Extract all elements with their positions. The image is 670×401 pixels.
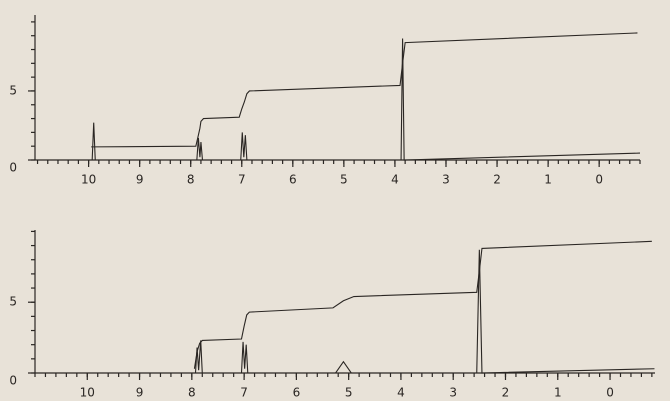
x-tick-label: 6 — [289, 173, 297, 187]
x-tick-label: 9 — [136, 173, 144, 187]
x-tick-label: 1 — [544, 173, 552, 187]
x-tick-label: 1 — [554, 386, 562, 400]
x-tick-label: 8 — [188, 386, 196, 400]
x-tick-label: 10 — [80, 386, 95, 400]
x-tick-label: 5 — [340, 173, 348, 187]
x-tick-label: 8 — [187, 173, 195, 187]
x-tick-label: 2 — [493, 173, 501, 187]
x-tick-label: 9 — [136, 386, 144, 400]
spectrum-line — [193, 240, 652, 369]
x-tick-label: 3 — [449, 386, 457, 400]
x-tick-label: 6 — [293, 386, 301, 400]
x-tick-label: 0 — [606, 386, 614, 400]
spectrum-line — [35, 249, 655, 374]
x-tick-label: 7 — [238, 173, 246, 187]
spectrum-line — [35, 38, 641, 161]
x-tick-label: 2 — [502, 386, 510, 400]
y-tick-label: 5 — [9, 83, 17, 97]
x-tick-label: 10 — [81, 173, 96, 187]
spectrum-line — [91, 32, 638, 148]
x-tick-label: 5 — [345, 386, 353, 400]
y-tick-label: 5 — [9, 295, 17, 309]
x-tick-label: 0 — [595, 173, 603, 187]
x-tick-label: 7 — [240, 386, 248, 400]
x-tick-label: 4 — [397, 386, 405, 400]
y-tick-label: 0 — [9, 374, 17, 388]
x-tick-label: 3 — [442, 173, 450, 187]
x-tick-label: 4 — [391, 173, 399, 187]
y-tick-label: 0 — [9, 161, 17, 175]
